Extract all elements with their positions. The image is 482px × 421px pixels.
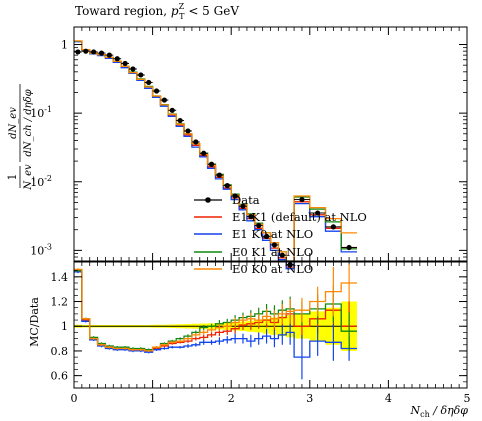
data-point [248, 214, 254, 220]
ratio-y-tick-label: 1 [61, 320, 68, 333]
main-panel: 10-3 10-2 10-1 1 [30, 26, 468, 270]
data-point [346, 244, 352, 251]
ratio-panel: 0 1 2 3 4 5 0.6 0.8 1 1.2 1.4 [51, 261, 471, 405]
data-point [83, 48, 89, 54]
main-y-tick-label: 10-1 [30, 105, 52, 120]
data-point [98, 50, 105, 56]
data-point [193, 139, 199, 145]
legend-entry-e0k1: E0 K1 at NLO [194, 245, 313, 259]
data-point [232, 193, 238, 199]
legend: Data E1 K1 (default) at NLO E1 K0 at NLO… [194, 193, 367, 276]
x-tick-label: 2 [228, 392, 235, 405]
data-point [75, 49, 81, 55]
main-y-tick-label: 10-3 [30, 242, 52, 257]
ylabel-frac2-den: dN_ch / dηδφ [23, 89, 34, 156]
data-point [114, 56, 120, 62]
data-point [271, 242, 278, 248]
ylabel-frac1-num: 1 [6, 174, 19, 181]
data-point [299, 196, 305, 203]
x-tick-label: 0 [71, 392, 78, 405]
ratio-y-tick-label: 0.8 [51, 345, 69, 358]
ratio-series-1-line [74, 271, 357, 358]
data-point [161, 97, 167, 103]
data-point [169, 107, 175, 113]
x-tick-label: 3 [306, 392, 313, 405]
data-point [201, 150, 207, 156]
data-point [208, 161, 215, 167]
ratio-y-tick-label: 1.4 [51, 271, 69, 284]
data-point [315, 210, 321, 216]
legend-entry-data: Data [194, 193, 260, 207]
legend-label-e1k1: E1 K1 (default) at NLO [232, 210, 367, 224]
x-axis-label: Nch / δηδφ [409, 404, 468, 419]
data-point [224, 182, 230, 189]
legend-label-e0k1: E0 K1 at NLO [232, 245, 313, 259]
main-y-tick-label: 1 [61, 39, 68, 52]
x-tick-label: 5 [464, 392, 471, 405]
chart-title: Toward region, pZ T < 5 GeV [75, 2, 239, 21]
data-point [177, 117, 183, 124]
ratio-y-tick-label: 1.2 [51, 296, 69, 309]
main-y-tick-label: 10-2 [30, 174, 52, 189]
data-point [146, 79, 152, 86]
legend-entry-e1k1: E1 K1 (default) at NLO [194, 210, 367, 224]
ylabel-frac2-num: dN_ev [8, 107, 19, 139]
data-point [216, 172, 223, 178]
data-point [122, 60, 128, 67]
data-point [263, 233, 270, 239]
data-point [330, 224, 336, 230]
main-y-axis-label: 1 N_ev dN_ev dN_ch / dηδφ [6, 84, 34, 191]
data-point [106, 52, 112, 58]
data-point [130, 66, 136, 72]
legend-entry-e0k0: E0 K0 at NLO [194, 262, 313, 276]
legend-entry-e1k0: E1 K0 at NLO [194, 227, 313, 241]
data-point [138, 72, 144, 78]
data-point [279, 252, 285, 258]
data-point [185, 128, 191, 134]
legend-label-data: Data [232, 193, 260, 207]
data-point [153, 88, 160, 94]
x-tick-label: 4 [385, 392, 392, 405]
data-point [287, 262, 293, 268]
data-point [91, 49, 97, 55]
main-series-2-line [74, 40, 357, 262]
legend-label-e1k0: E1 K0 at NLO [232, 227, 313, 241]
main-series-3-line [74, 40, 357, 262]
main-series-0-line [74, 40, 357, 268]
ratio-y-axis-label: MC/Data [28, 297, 41, 347]
main-frame [73, 26, 468, 262]
ratio-y-tick-label: 0.6 [51, 370, 69, 383]
legend-label-e0k0: E0 K0 at NLO [232, 262, 313, 276]
ylabel-frac1-den: N_ev [23, 164, 34, 191]
x-tick-label: 1 [149, 392, 156, 405]
data-point [256, 222, 262, 229]
data-point [240, 203, 246, 209]
